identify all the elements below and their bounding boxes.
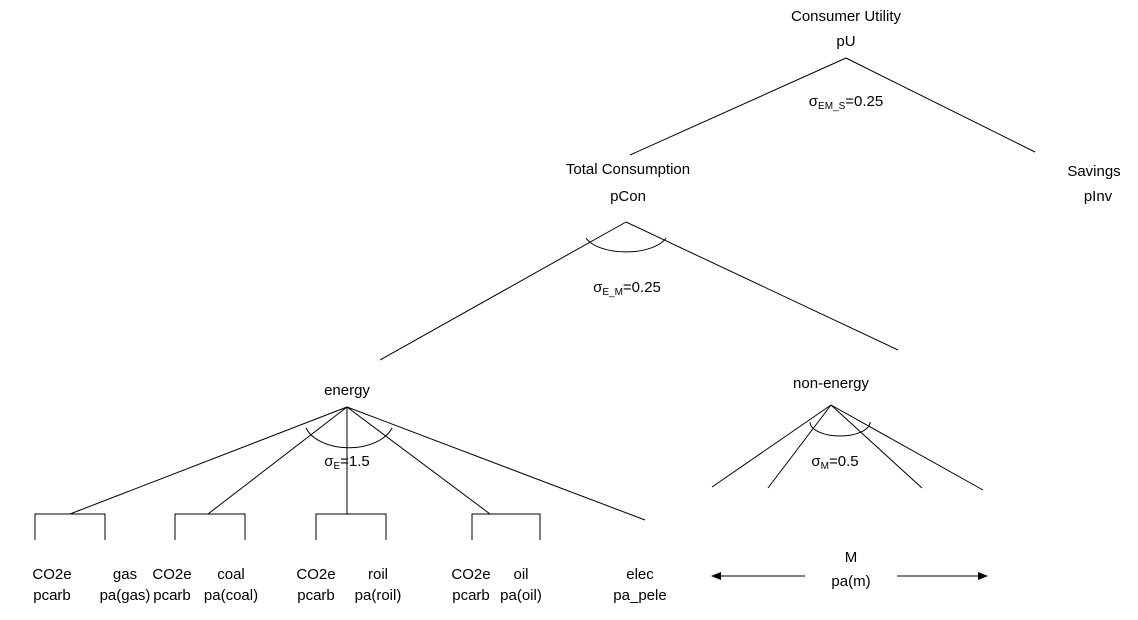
leaf-price: pa(oil) [500, 587, 542, 604]
edge [767, 404, 832, 489]
bracket [34, 513, 106, 540]
edge [379, 221, 627, 361]
node-name: Total Consumption [566, 161, 690, 178]
edge [830, 404, 923, 489]
leaf-name: roil [368, 566, 388, 583]
edge [625, 221, 899, 351]
node-price: pCon [610, 188, 646, 205]
sigma-value: =0.25 [845, 93, 883, 110]
elasticity-label: σE=1.5 [324, 453, 370, 472]
node-name: Savings [1067, 163, 1120, 180]
sigma-value: =0.25 [623, 279, 661, 296]
leaf-name: CO2e [152, 566, 191, 583]
edge [711, 404, 832, 488]
bracket [174, 513, 246, 540]
sigma-value: =1.5 [340, 453, 370, 470]
sigma-subscript: E [333, 461, 340, 472]
edge [346, 406, 491, 515]
node-name: M [845, 549, 858, 566]
node-name: energy [324, 382, 370, 399]
sigma-subscript: EM_S [818, 101, 846, 112]
bracket [315, 513, 387, 540]
brackets [34, 513, 541, 540]
bracket [471, 513, 541, 540]
leaf-name: coal [217, 566, 245, 583]
leaf-name: CO2e [296, 566, 335, 583]
sigma-symbol: σ [593, 279, 603, 296]
sigma-arc [809, 421, 871, 437]
sigma-arc [305, 427, 393, 449]
leaf-price: pa(roil) [355, 587, 402, 604]
node-name: non-energy [793, 375, 869, 392]
edge [207, 406, 348, 515]
sigma-subscript: E_M [602, 287, 623, 298]
leaf-price: pa(gas) [100, 587, 151, 604]
edge [629, 57, 847, 156]
edge [69, 406, 348, 515]
node-labels: Consumer Utility pU Savings pInv Total C… [324, 8, 1121, 590]
leaf-name: elec [626, 566, 654, 583]
leaf-name: gas [113, 566, 137, 583]
edge [845, 57, 1036, 153]
sigma-symbol: σ [809, 93, 819, 110]
leaf-name: CO2e [451, 566, 490, 583]
leaf-price: pa(coal) [204, 587, 258, 604]
leaf-price: pcarb [33, 587, 71, 604]
sigma-symbol: σ [811, 453, 821, 470]
node-name: Consumer Utility [791, 8, 902, 25]
elasticity-label: σEM_S=0.25 [809, 93, 883, 112]
elasticity-label: σE_M=0.25 [593, 279, 661, 298]
leaf-name: oil [513, 566, 528, 583]
sigma-symbol: σ [324, 453, 334, 470]
leaf-price: pa_pele [613, 587, 666, 604]
leaf-price: pcarb [153, 587, 191, 604]
leaf-labels: CO2epcarbgaspa(gas)CO2epcarbcoalpa(coal)… [32, 566, 666, 604]
node-price: pU [836, 33, 855, 50]
leaf-price: pcarb [452, 587, 490, 604]
node-price: pInv [1084, 188, 1113, 205]
edge [830, 404, 984, 491]
edge [346, 406, 646, 521]
elasticity-label: σM=0.5 [811, 453, 858, 472]
leaf-price: pcarb [297, 587, 335, 604]
leaf-name: CO2e [32, 566, 71, 583]
edges [34, 57, 1036, 580]
sigma-subscript: M [821, 461, 829, 472]
node-price: pa(m) [831, 573, 870, 590]
sigma-arc [585, 237, 667, 253]
sigma-value: =0.5 [829, 453, 859, 470]
